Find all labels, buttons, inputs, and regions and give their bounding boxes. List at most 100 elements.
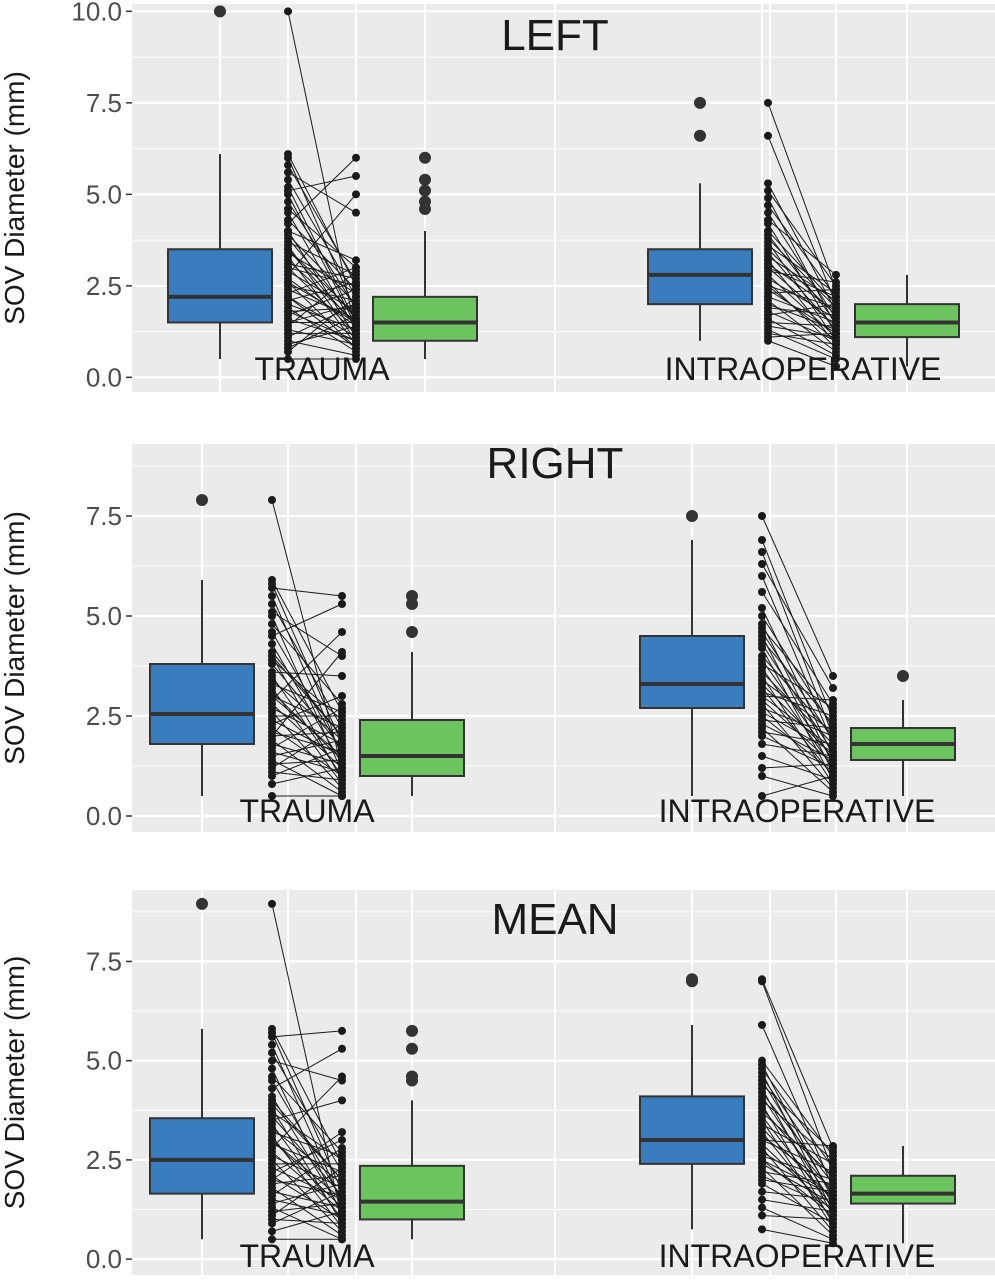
pair-point-before (268, 640, 276, 648)
pair-line (767, 205, 837, 298)
pair-point-before (268, 732, 276, 740)
panel-mean: 0.0 2.5 5.0 7.5 MEAN SOV Diameter (mm) TRAUMA I… (0, 890, 995, 1275)
pair-point-after (832, 336, 840, 345)
pair-point-before (284, 219, 292, 228)
pair-line (287, 329, 357, 345)
pair-line (761, 1191, 834, 1201)
pair-line (287, 296, 357, 353)
pair-point-after (832, 278, 840, 287)
pair-line (287, 252, 357, 294)
pair-line (761, 691, 834, 717)
pair-point-after (338, 744, 346, 752)
pair-line (287, 303, 357, 323)
pair-line (287, 153, 357, 287)
pair-line (271, 695, 343, 725)
pair-line (761, 711, 834, 753)
pair-line (767, 281, 837, 349)
outlier-point (406, 626, 418, 638)
pair-point-before (268, 1056, 276, 1065)
pair-line (767, 340, 837, 367)
group-label: TRAUMA (254, 351, 390, 387)
pair-point-after (352, 172, 360, 181)
pair-point-after (832, 270, 840, 279)
pair-line (287, 175, 357, 192)
box-before (167, 5, 273, 360)
iqr-box (149, 1117, 255, 1195)
pair-line (287, 248, 357, 316)
y-tick-label: 7.5 (86, 88, 122, 118)
pair-point-after (829, 1159, 837, 1168)
pair-point-before (268, 780, 276, 788)
pair-point-after (338, 1128, 346, 1137)
pair-line (761, 655, 834, 737)
pair-line (271, 1167, 343, 1216)
pair-line (271, 747, 343, 777)
pair-point-after (338, 732, 346, 740)
pair-line (271, 1030, 343, 1038)
plot-background (132, 444, 995, 832)
outlier-point (406, 1070, 418, 1083)
pair-point-after (338, 692, 346, 700)
plot-background (132, 4, 995, 392)
pair-line (271, 739, 343, 793)
pair-line (761, 1084, 834, 1153)
pair-line (761, 743, 834, 757)
pair-line (271, 1167, 343, 1201)
pair-point-before (268, 1227, 276, 1236)
box-before (149, 494, 255, 796)
pair-point-after (338, 1219, 346, 1228)
pair-point-before (758, 1225, 766, 1234)
pair-line (761, 591, 834, 705)
pair-point-before (758, 644, 766, 652)
pair-line (767, 285, 837, 342)
pair-line (761, 1167, 834, 1236)
pair-point-after (338, 592, 346, 600)
pair-point-after (832, 322, 840, 331)
pair-point-after (829, 792, 837, 800)
pair-point-after (352, 281, 360, 290)
pair-line (287, 241, 357, 276)
pair-line (761, 1155, 834, 1181)
pair-point-after (829, 1191, 837, 1200)
pair-line (767, 321, 837, 327)
group-trauma: TRAUMA (149, 494, 465, 829)
pair-line (761, 675, 834, 785)
pair-line (767, 332, 837, 338)
box-after (359, 590, 465, 796)
pair-line (767, 332, 837, 345)
pair-point-before (284, 190, 292, 199)
pair-line (287, 303, 357, 338)
pair-line (271, 1076, 343, 1153)
pair-line (761, 1024, 834, 1188)
pair-point-before (284, 347, 292, 356)
pair-line (761, 1139, 834, 1173)
pair-point-before (268, 772, 276, 780)
pair-point-before (268, 584, 276, 592)
pair-point-after (338, 1136, 346, 1145)
pair-point-after (829, 696, 837, 704)
pair-point-before (758, 588, 766, 596)
pair-line (761, 707, 834, 737)
group-trauma: TRAUMA (167, 5, 478, 387)
pair-line (761, 1199, 834, 1212)
pair-line (287, 157, 357, 224)
y-tick-label: 2.5 (86, 701, 122, 731)
pair-point-after (352, 355, 360, 364)
pair-line (271, 611, 343, 657)
pair-line (271, 631, 343, 701)
pair-line (767, 237, 837, 309)
pair-point-after (338, 764, 346, 772)
box-before (149, 897, 255, 1240)
pair-line (761, 627, 834, 713)
pair-line (271, 1175, 343, 1185)
outlier-point (406, 1042, 418, 1055)
pair-line (271, 703, 343, 769)
pair-line (761, 551, 834, 737)
pair-point-after (829, 684, 837, 692)
pair-line (271, 1028, 343, 1165)
pair-point-after (338, 1195, 346, 1204)
pair-point-before (764, 336, 772, 345)
pair-line (271, 631, 343, 753)
pair-point-after (352, 300, 360, 309)
pair-point-after (352, 190, 360, 199)
